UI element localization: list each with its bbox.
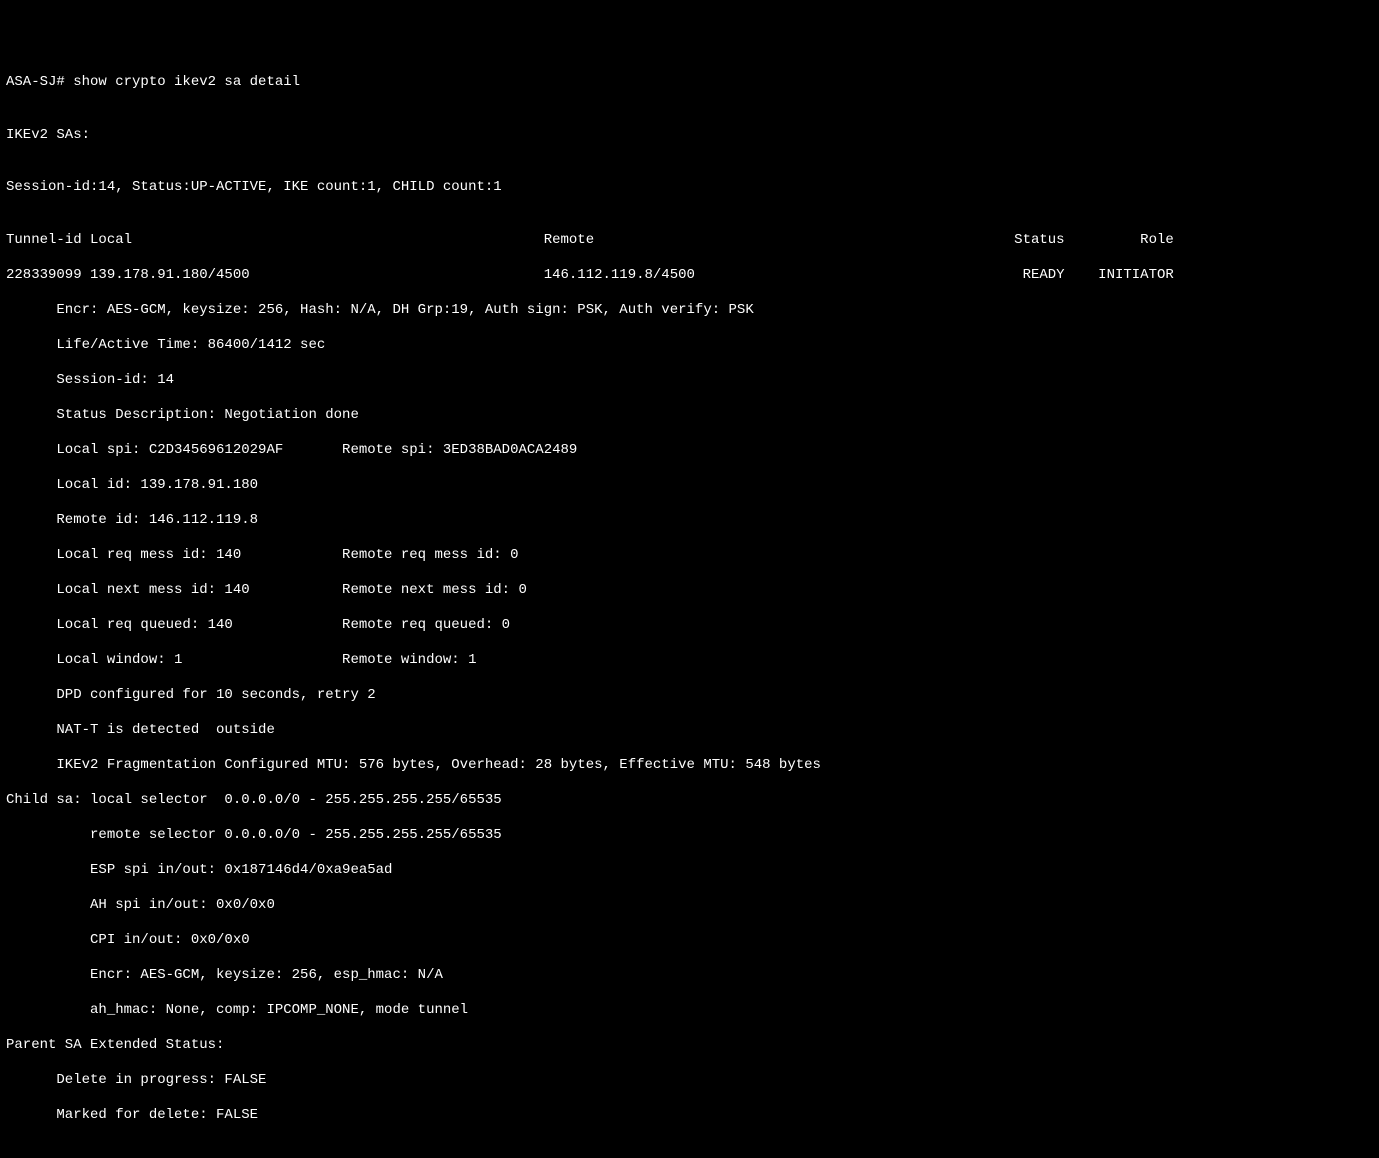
child-sa-line: Encr: AES-GCM, keysize: 256, esp_hmac: N… <box>6 967 1373 985</box>
child-sa-line: AH spi in/out: 0x0/0x0 <box>6 897 1373 915</box>
child-sa-line: ESP spi in/out: 0x187146d4/0xa9ea5ad <box>6 862 1373 880</box>
detail-line: Local id: 139.178.91.180 <box>6 477 1373 495</box>
detail-line: NAT-T is detected outside <box>6 722 1373 740</box>
detail-line: Life/Active Time: 86400/1412 sec <box>6 337 1373 355</box>
detail-line: Status Description: Negotiation done <box>6 407 1373 425</box>
sas-header: IKEv2 SAs: <box>6 127 1373 145</box>
detail-line: Local window: 1 Remote window: 1 <box>6 652 1373 670</box>
detail-line: IKEv2 Fragmentation Configured MTU: 576 … <box>6 757 1373 775</box>
detail-line: Encr: AES-GCM, keysize: 256, Hash: N/A, … <box>6 302 1373 320</box>
parent-sa-line: Marked for delete: FALSE <box>6 1107 1373 1125</box>
detail-line: Local next mess id: 140 Remote next mess… <box>6 582 1373 600</box>
prompt-line: ASA-SJ# show crypto ikev2 sa detail <box>6 74 1373 92</box>
detail-line: Remote id: 146.112.119.8 <box>6 512 1373 530</box>
tunnel-table-row: 228339099 139.178.91.180/4500 146.112.11… <box>6 267 1373 285</box>
parent-sa-line: Parent SA Extended Status: <box>6 1037 1373 1055</box>
session-line: Session-id:14, Status:UP-ACTIVE, IKE cou… <box>6 179 1373 197</box>
detail-line: Session-id: 14 <box>6 372 1373 390</box>
child-sa-line: Child sa: local selector 0.0.0.0/0 - 255… <box>6 792 1373 810</box>
child-sa-line: remote selector 0.0.0.0/0 - 255.255.255.… <box>6 827 1373 845</box>
parent-sa-line: Delete in progress: FALSE <box>6 1072 1373 1090</box>
detail-line: Local spi: C2D34569612029AF Remote spi: … <box>6 442 1373 460</box>
child-sa-line: CPI in/out: 0x0/0x0 <box>6 932 1373 950</box>
detail-line: Local req queued: 140 Remote req queued:… <box>6 617 1373 635</box>
child-sa-line: ah_hmac: None, comp: IPCOMP_NONE, mode t… <box>6 1002 1373 1020</box>
tunnel-table-header: Tunnel-id Local Remote Status Role <box>6 232 1373 250</box>
detail-line: DPD configured for 10 seconds, retry 2 <box>6 687 1373 705</box>
detail-line: Local req mess id: 140 Remote req mess i… <box>6 547 1373 565</box>
